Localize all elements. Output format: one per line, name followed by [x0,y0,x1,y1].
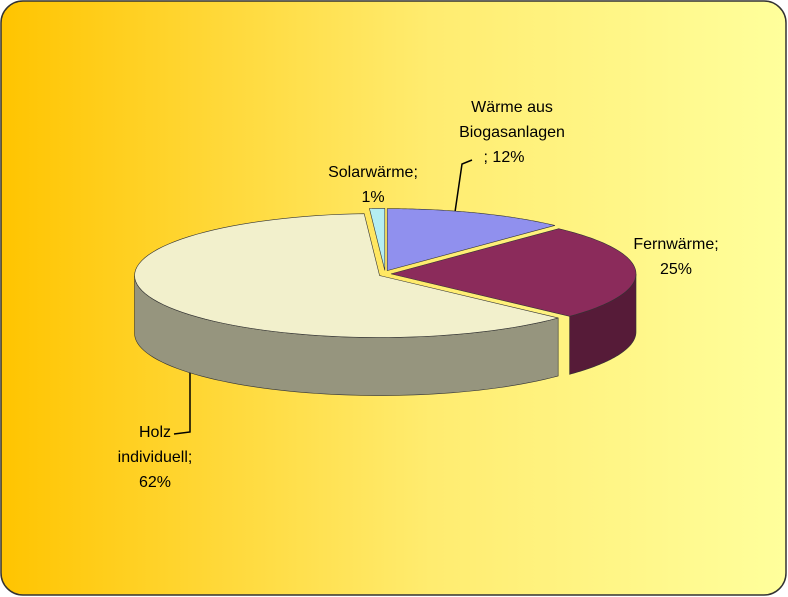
data-label: Solarwärme; [328,164,418,181]
data-label: 1% [361,189,384,206]
slice [390,228,637,317]
slice [386,208,556,272]
data-label: Holz [139,424,171,441]
leader-line [173,372,191,435]
slice [369,208,386,271]
leader-line [454,159,473,213]
data-label: 62% [139,474,171,491]
slice [134,213,559,338]
data-label: ; 12% [484,149,525,166]
data-label: Wärme aus [471,99,553,116]
data-label: Biogasanlagen [459,124,565,141]
data-label: individuell; [118,449,193,466]
pie [134,208,637,396]
data-label: Fernwärme; [633,236,718,253]
data-label: 25% [660,261,692,278]
labels: Wärme aus Biogasanlagen ; 12% Fernwärme; 25%… [118,99,719,491]
